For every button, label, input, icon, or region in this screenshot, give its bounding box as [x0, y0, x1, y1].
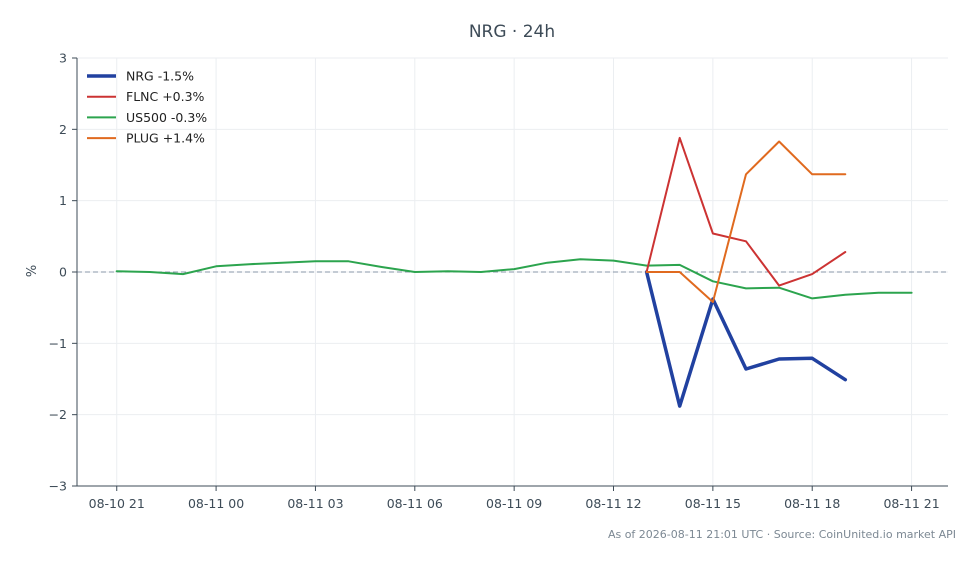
x-tick-label: 08-11 09 [486, 496, 542, 511]
series-line [645, 140, 847, 303]
legend-label: US500 -0.3% [126, 110, 207, 125]
x-tick-label: 08-11 03 [287, 496, 343, 511]
x-tick-label: 08-11 12 [585, 496, 641, 511]
y-tick-label: 2 [59, 122, 67, 137]
x-tick-label: 08-10 21 [89, 496, 145, 511]
y-tick-labels: 3 2 1 0 −1 −2 −3 [49, 51, 67, 494]
legend-label: NRG -1.5% [126, 69, 194, 84]
series-lines [115, 136, 913, 408]
x-tick-label: 08-11 00 [188, 496, 244, 511]
axes [72, 57, 948, 491]
legend-label: FLNC +0.3% [126, 89, 205, 104]
y-tick-label: −1 [49, 336, 67, 351]
y-tick-label: −2 [49, 407, 67, 422]
y-axis-label: % [25, 265, 40, 277]
legend: NRG -1.5% FLNC +0.3% US500 -0.3% PLUG +1.4% [87, 69, 207, 146]
x-tick-label: 08-11 21 [883, 496, 939, 511]
chart-footer: As of 2026-08-11 21:01 UTC · Source: Coi… [608, 528, 956, 541]
legend-label: PLUG +1.4% [126, 131, 205, 146]
x-tick-labels: 08-10 21 08-11 00 08-11 03 08-11 06 08-11 09… [89, 496, 940, 511]
x-tick-label: 08-11 15 [685, 496, 741, 511]
series-line [645, 136, 847, 287]
x-tick-label: 08-11 18 [784, 496, 840, 511]
y-tick-label: 1 [59, 193, 67, 208]
x-tick-label: 08-11 06 [387, 496, 443, 511]
y-tick-label: 0 [59, 265, 67, 280]
chart-title: NRG · 24h [469, 22, 555, 42]
y-tick-label: −3 [49, 479, 67, 494]
series-line [115, 258, 913, 300]
series-line [644, 270, 848, 408]
y-tick-label: 3 [59, 51, 67, 66]
